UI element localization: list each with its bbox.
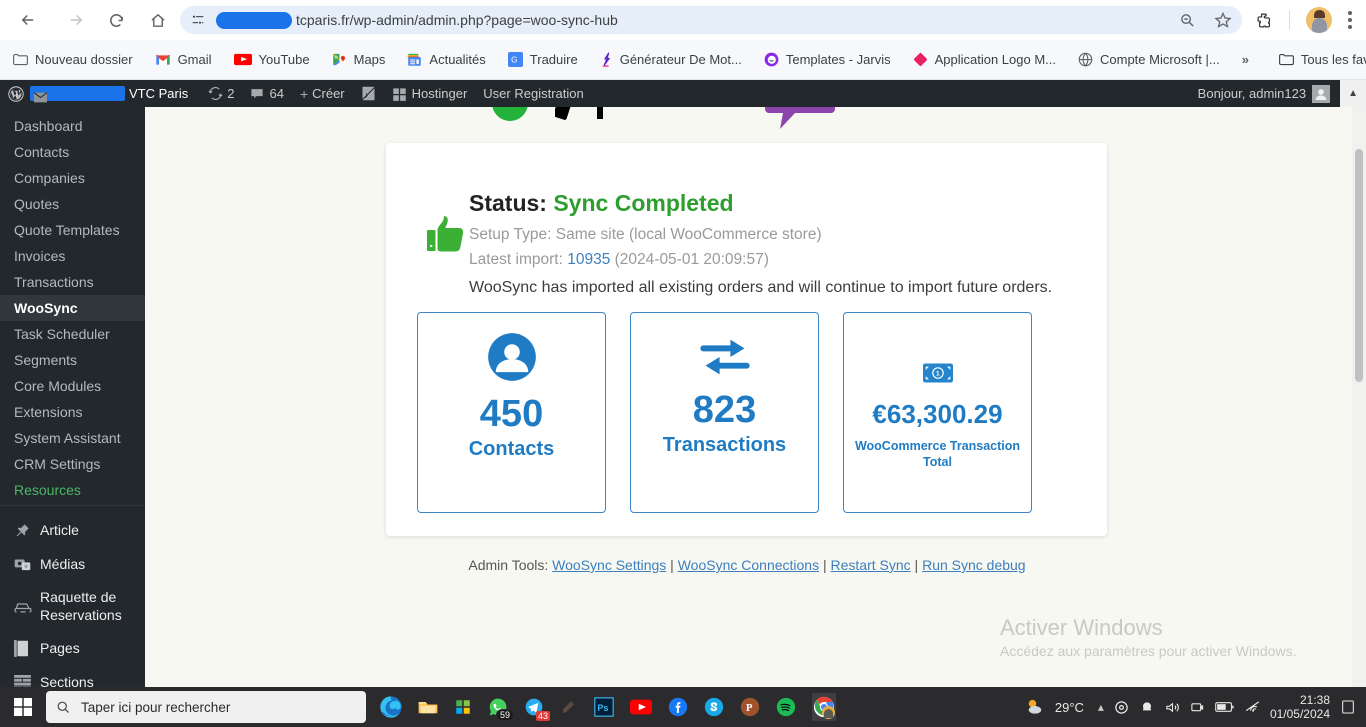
- svg-text:y: y: [364, 90, 369, 99]
- svg-text:P: P: [746, 702, 753, 714]
- svg-text:Ps: Ps: [597, 703, 608, 713]
- svg-text:G: G: [511, 56, 517, 65]
- svg-text:1: 1: [935, 371, 939, 378]
